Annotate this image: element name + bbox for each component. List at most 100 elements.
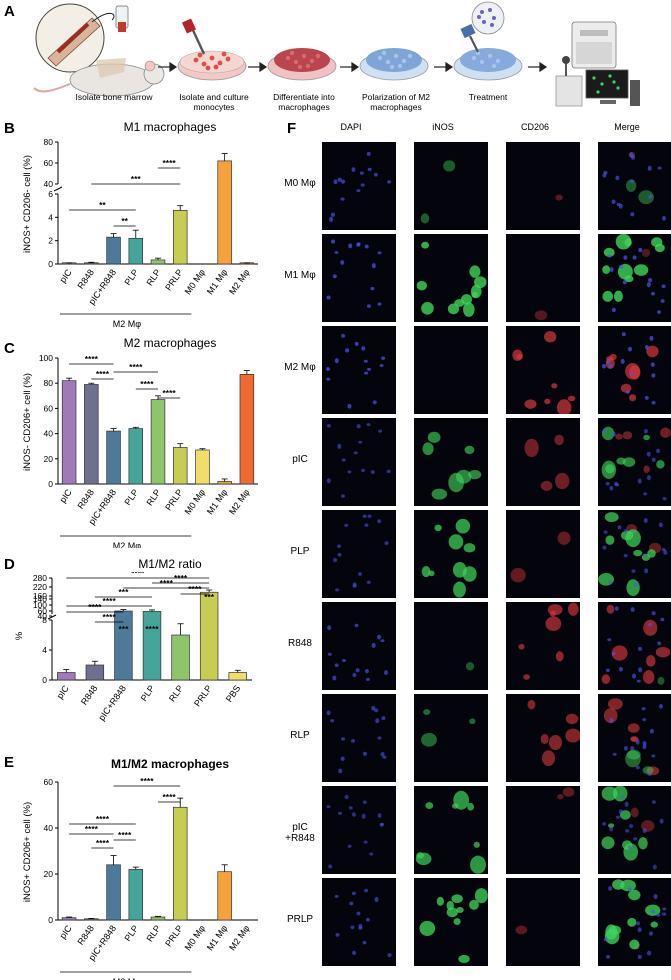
micrograph-cells bbox=[601, 604, 671, 685]
cell-signal bbox=[451, 894, 463, 903]
y-tick-label: 160 bbox=[33, 591, 47, 601]
cell-signal bbox=[637, 478, 642, 484]
cell-signal bbox=[380, 752, 385, 757]
cell-signal bbox=[633, 264, 649, 276]
bar bbox=[199, 591, 219, 681]
y-tick-label: 280 bbox=[33, 573, 47, 583]
y-tick-label: 0 bbox=[48, 259, 53, 269]
cell-signal bbox=[621, 332, 626, 337]
cell-signal bbox=[653, 894, 658, 900]
micrograph-tile bbox=[598, 694, 671, 782]
bar bbox=[57, 672, 76, 681]
cell-signal bbox=[353, 451, 358, 455]
x-tick-label: pIC bbox=[58, 923, 75, 941]
significance-label: **** bbox=[162, 792, 176, 802]
cell-signal bbox=[421, 241, 430, 249]
cell-signal bbox=[608, 580, 613, 585]
bar bbox=[61, 917, 77, 921]
micrograph-tile bbox=[414, 878, 488, 966]
cell-signal bbox=[365, 677, 370, 681]
cell-signal bbox=[463, 302, 475, 317]
micrograph-cells bbox=[602, 234, 666, 314]
cell-signal bbox=[615, 815, 620, 819]
cell-signal bbox=[455, 518, 471, 534]
cell-signal bbox=[612, 879, 625, 890]
microscopy-grid: DAPI iNOS CD206 Merge M0 Mφ M1 Mφ M2 Mφ pIC PLP R… bbox=[284, 118, 671, 980]
panel-letter-e: E bbox=[4, 754, 15, 771]
micrograph-cells bbox=[326, 423, 391, 498]
cell-signal bbox=[382, 755, 387, 759]
mouse-illustration bbox=[33, 3, 165, 97]
micrograph-tile bbox=[322, 786, 396, 874]
cell-signal bbox=[333, 179, 338, 185]
bar bbox=[172, 447, 188, 485]
micrograph-cells bbox=[602, 151, 667, 221]
x-tick-label: M0 Mφ bbox=[183, 487, 208, 516]
micrograph-tile bbox=[598, 786, 671, 874]
micrograph-tile bbox=[598, 878, 671, 966]
significance-label: **** bbox=[88, 602, 102, 612]
cell-signal bbox=[620, 530, 634, 541]
cell-signal bbox=[641, 248, 650, 257]
micrograph-tile bbox=[414, 694, 488, 782]
cell-signal bbox=[461, 294, 473, 305]
x-tick-label: pIC bbox=[58, 487, 75, 505]
cell-signal bbox=[381, 356, 386, 360]
cell-signal bbox=[632, 673, 637, 679]
cell-signal bbox=[377, 251, 382, 255]
cell-signal bbox=[622, 431, 633, 440]
cell-signal bbox=[650, 921, 658, 928]
significance-label: **** bbox=[96, 369, 110, 379]
cell-signal bbox=[601, 460, 617, 479]
x-tick-label: RLP bbox=[144, 487, 162, 507]
cell-signal bbox=[384, 541, 389, 545]
significance-label: **** bbox=[131, 572, 145, 578]
step-label-1: Isolate bone marrow bbox=[75, 92, 153, 102]
bar bbox=[128, 428, 144, 485]
workflow-diagram bbox=[33, 1, 640, 107]
cell-signal bbox=[361, 346, 366, 351]
cell-signal bbox=[651, 800, 656, 804]
cell-signal bbox=[623, 843, 639, 861]
micrograph-cells bbox=[602, 332, 659, 405]
micrograph-cells bbox=[422, 431, 482, 500]
micrograph-tile bbox=[322, 602, 396, 690]
micrograph-cells bbox=[326, 794, 385, 869]
cell-signal bbox=[557, 531, 571, 545]
workflow-arrows bbox=[158, 61, 548, 73]
cell-signal bbox=[646, 475, 651, 481]
cell-signal bbox=[327, 652, 332, 656]
micrograph-tile bbox=[414, 234, 488, 322]
cell-signal bbox=[623, 553, 628, 558]
micrograph-tile bbox=[506, 510, 580, 598]
cell-signal bbox=[340, 494, 345, 498]
y-tick-label: 220 bbox=[33, 582, 47, 592]
cell-signal bbox=[542, 750, 556, 767]
y-tick-label: 80 bbox=[44, 137, 54, 147]
cell-signal bbox=[643, 518, 648, 524]
bar bbox=[106, 430, 121, 485]
cell-signal bbox=[605, 535, 615, 545]
axis-break bbox=[47, 614, 57, 620]
cell-signal bbox=[348, 806, 353, 810]
bar bbox=[84, 262, 99, 265]
cell-signal bbox=[651, 237, 663, 248]
cell-signal bbox=[341, 179, 346, 184]
group-label: M2 Mφ bbox=[113, 977, 142, 980]
cell-signal bbox=[381, 716, 386, 721]
cell-signal bbox=[557, 794, 564, 800]
significance-label: **** bbox=[96, 838, 110, 848]
cell-signal bbox=[340, 197, 345, 201]
cell-signal bbox=[516, 353, 523, 360]
cell-signal bbox=[603, 708, 618, 724]
x-tick-label: PRLP bbox=[163, 923, 185, 948]
cell-signal bbox=[352, 672, 357, 678]
bar bbox=[106, 236, 121, 265]
cell-signal bbox=[629, 372, 634, 376]
cell-signal bbox=[618, 809, 623, 815]
step-label-4: Polarization of M2 macrophages bbox=[361, 92, 431, 112]
cell-signal bbox=[636, 921, 641, 926]
x-tick-label: RLP bbox=[167, 683, 185, 703]
